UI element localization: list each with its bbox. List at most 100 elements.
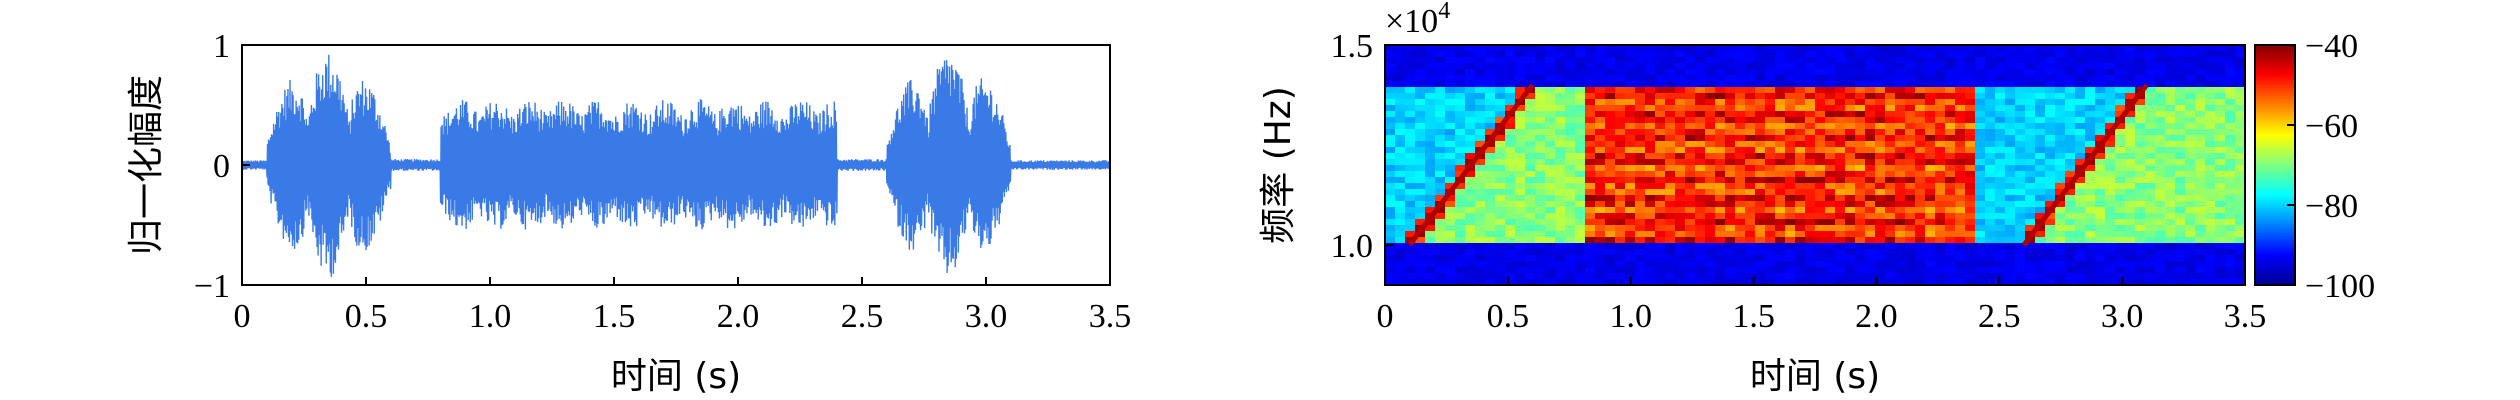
spectrogram-cell (2205, 75, 2216, 82)
spectrogram-cell (1555, 183, 1566, 190)
spectrogram-cell (1575, 75, 1586, 82)
spectrogram-cell (2145, 141, 2156, 148)
spectrogram-cell (2165, 225, 2176, 232)
spectrogram-cell (1675, 153, 1686, 160)
spectrogram-cell (1425, 105, 1436, 112)
spectrogram-cell (2135, 153, 2146, 160)
spectrogram-cell (1655, 159, 1666, 166)
spectrogram-cell (1875, 45, 1886, 52)
spectrogram-cell (1415, 105, 1426, 112)
spectrogram-cell (2045, 93, 2056, 100)
spectrogram-cell (1905, 159, 1916, 166)
spectrogram-cell (2235, 213, 2245, 220)
spectrogram-cell (2135, 279, 2146, 285)
spectrogram-cell (2065, 237, 2076, 244)
spectrogram-cell (1545, 75, 1556, 82)
spectrogram-cell (2215, 279, 2226, 285)
spectrogram-cell (1385, 123, 1396, 130)
spectrogram-cell (1505, 129, 1516, 136)
spectrogram-cell (1685, 159, 1696, 166)
spectrogram-cell (1715, 195, 1726, 202)
spectrogram-cell (1795, 213, 1806, 220)
spectrogram-cell (1405, 189, 1416, 196)
spectrogram-cell (2215, 75, 2226, 82)
spectrogram-cell (2185, 237, 2196, 244)
spectrogram-cell (1445, 45, 1456, 52)
spectrogram-cell (1775, 153, 1786, 160)
spectrogram-cell (1795, 99, 1806, 106)
spectrogram-cell (2065, 45, 2076, 52)
spectrogram-cell (1895, 93, 1906, 100)
spectrogram-cell (1845, 117, 1856, 124)
spectrogram-cell (1605, 219, 1616, 226)
spectrogram-cell (1485, 45, 1496, 52)
spectrogram-cell (2205, 243, 2216, 250)
spectrogram-cell (1965, 189, 1976, 196)
spectrogram-cell (1795, 69, 1806, 76)
spectrogram-cell (1895, 213, 1906, 220)
spectrogram-cell (1695, 249, 1706, 256)
spectrogram-cell (1925, 105, 1936, 112)
spectrogram-cell (1645, 57, 1656, 64)
spectrogram-cell (1795, 273, 1806, 280)
spectrogram-cell (1545, 141, 1556, 148)
spectrogram-cell (2025, 45, 2036, 52)
spectrogram-cell (1835, 237, 1846, 244)
spectrogram-cell (1825, 111, 1836, 118)
spectrogram-cell (1905, 153, 1916, 160)
spectrogram-cell (1535, 105, 1546, 112)
spectrogram-cell (2165, 111, 2176, 118)
spectrogram-cell (2015, 231, 2026, 238)
spectrogram-cell (1715, 153, 1726, 160)
spectrogram-cell (1995, 195, 2006, 202)
spectrogram-cell (1885, 117, 1896, 124)
spectrogram-cell (1875, 219, 1886, 226)
spectrogram-cell (1465, 201, 1476, 208)
spectrogram-cell (1615, 177, 1626, 184)
spectrogram-cell (1465, 231, 1476, 238)
spectrogram-cell (1505, 231, 1516, 238)
spectrogram-cell (1825, 51, 1836, 58)
spectrogram-cell (1925, 135, 1936, 142)
spectrogram-cell (1575, 147, 1586, 154)
spectrogram-cell (1425, 189, 1436, 196)
spectrogram-cell (1635, 267, 1646, 274)
spectrogram-cell (2125, 159, 2136, 166)
spectrogram-cell (2035, 279, 2046, 285)
spectrogram-cell (1895, 207, 1906, 214)
spectrogram-cell (1765, 69, 1776, 76)
spectrogram-cell (1385, 135, 1396, 142)
spectrogram-cell (1445, 165, 1456, 172)
spectrogram-cell (1655, 171, 1666, 178)
spectrogram-cell (1615, 213, 1626, 220)
spectrogram-cell (1695, 279, 1706, 285)
spectrogram-cell (1875, 213, 1886, 220)
spectrogram-cell (2175, 183, 2186, 190)
spectrogram-cell (2175, 267, 2186, 274)
spectrogram-cell (2005, 261, 2016, 268)
spectrogram-cell (1495, 189, 1506, 196)
spectrogram-cell (2045, 141, 2056, 148)
spectrogram-cell (1925, 207, 1936, 214)
spectrogram-cell (2215, 195, 2226, 202)
spectrogram-cell (2185, 135, 2196, 142)
spectrogram-cell (1575, 243, 1586, 250)
spectrogram-cell (2025, 135, 2036, 142)
spectrogram-cell (1585, 75, 1596, 82)
spectrogram-cell (1525, 189, 1536, 196)
spectrogram-cell (1585, 195, 1596, 202)
spectrogram-x-ticks: 0 0.5 1.0 1.5 2.0 2.5 3.0 3.5 (1377, 277, 2266, 335)
spectrogram-cell (1765, 219, 1776, 226)
spectrogram-cell (1975, 183, 1986, 190)
spectrogram-cell (2085, 207, 2096, 214)
spectrogram-cell (2155, 93, 2166, 100)
spectrogram-cell (2025, 57, 2036, 64)
spectrogram-cell (1475, 123, 1486, 130)
spectrogram-cell (1465, 105, 1476, 112)
spectrogram-cell (1755, 147, 1766, 154)
spectrogram-cell (2225, 249, 2236, 256)
spectrogram-cell (1675, 195, 1686, 202)
spectrogram-cell (1965, 201, 1976, 208)
spectrogram-cell (1835, 153, 1846, 160)
spectrogram-cell (2135, 183, 2146, 190)
